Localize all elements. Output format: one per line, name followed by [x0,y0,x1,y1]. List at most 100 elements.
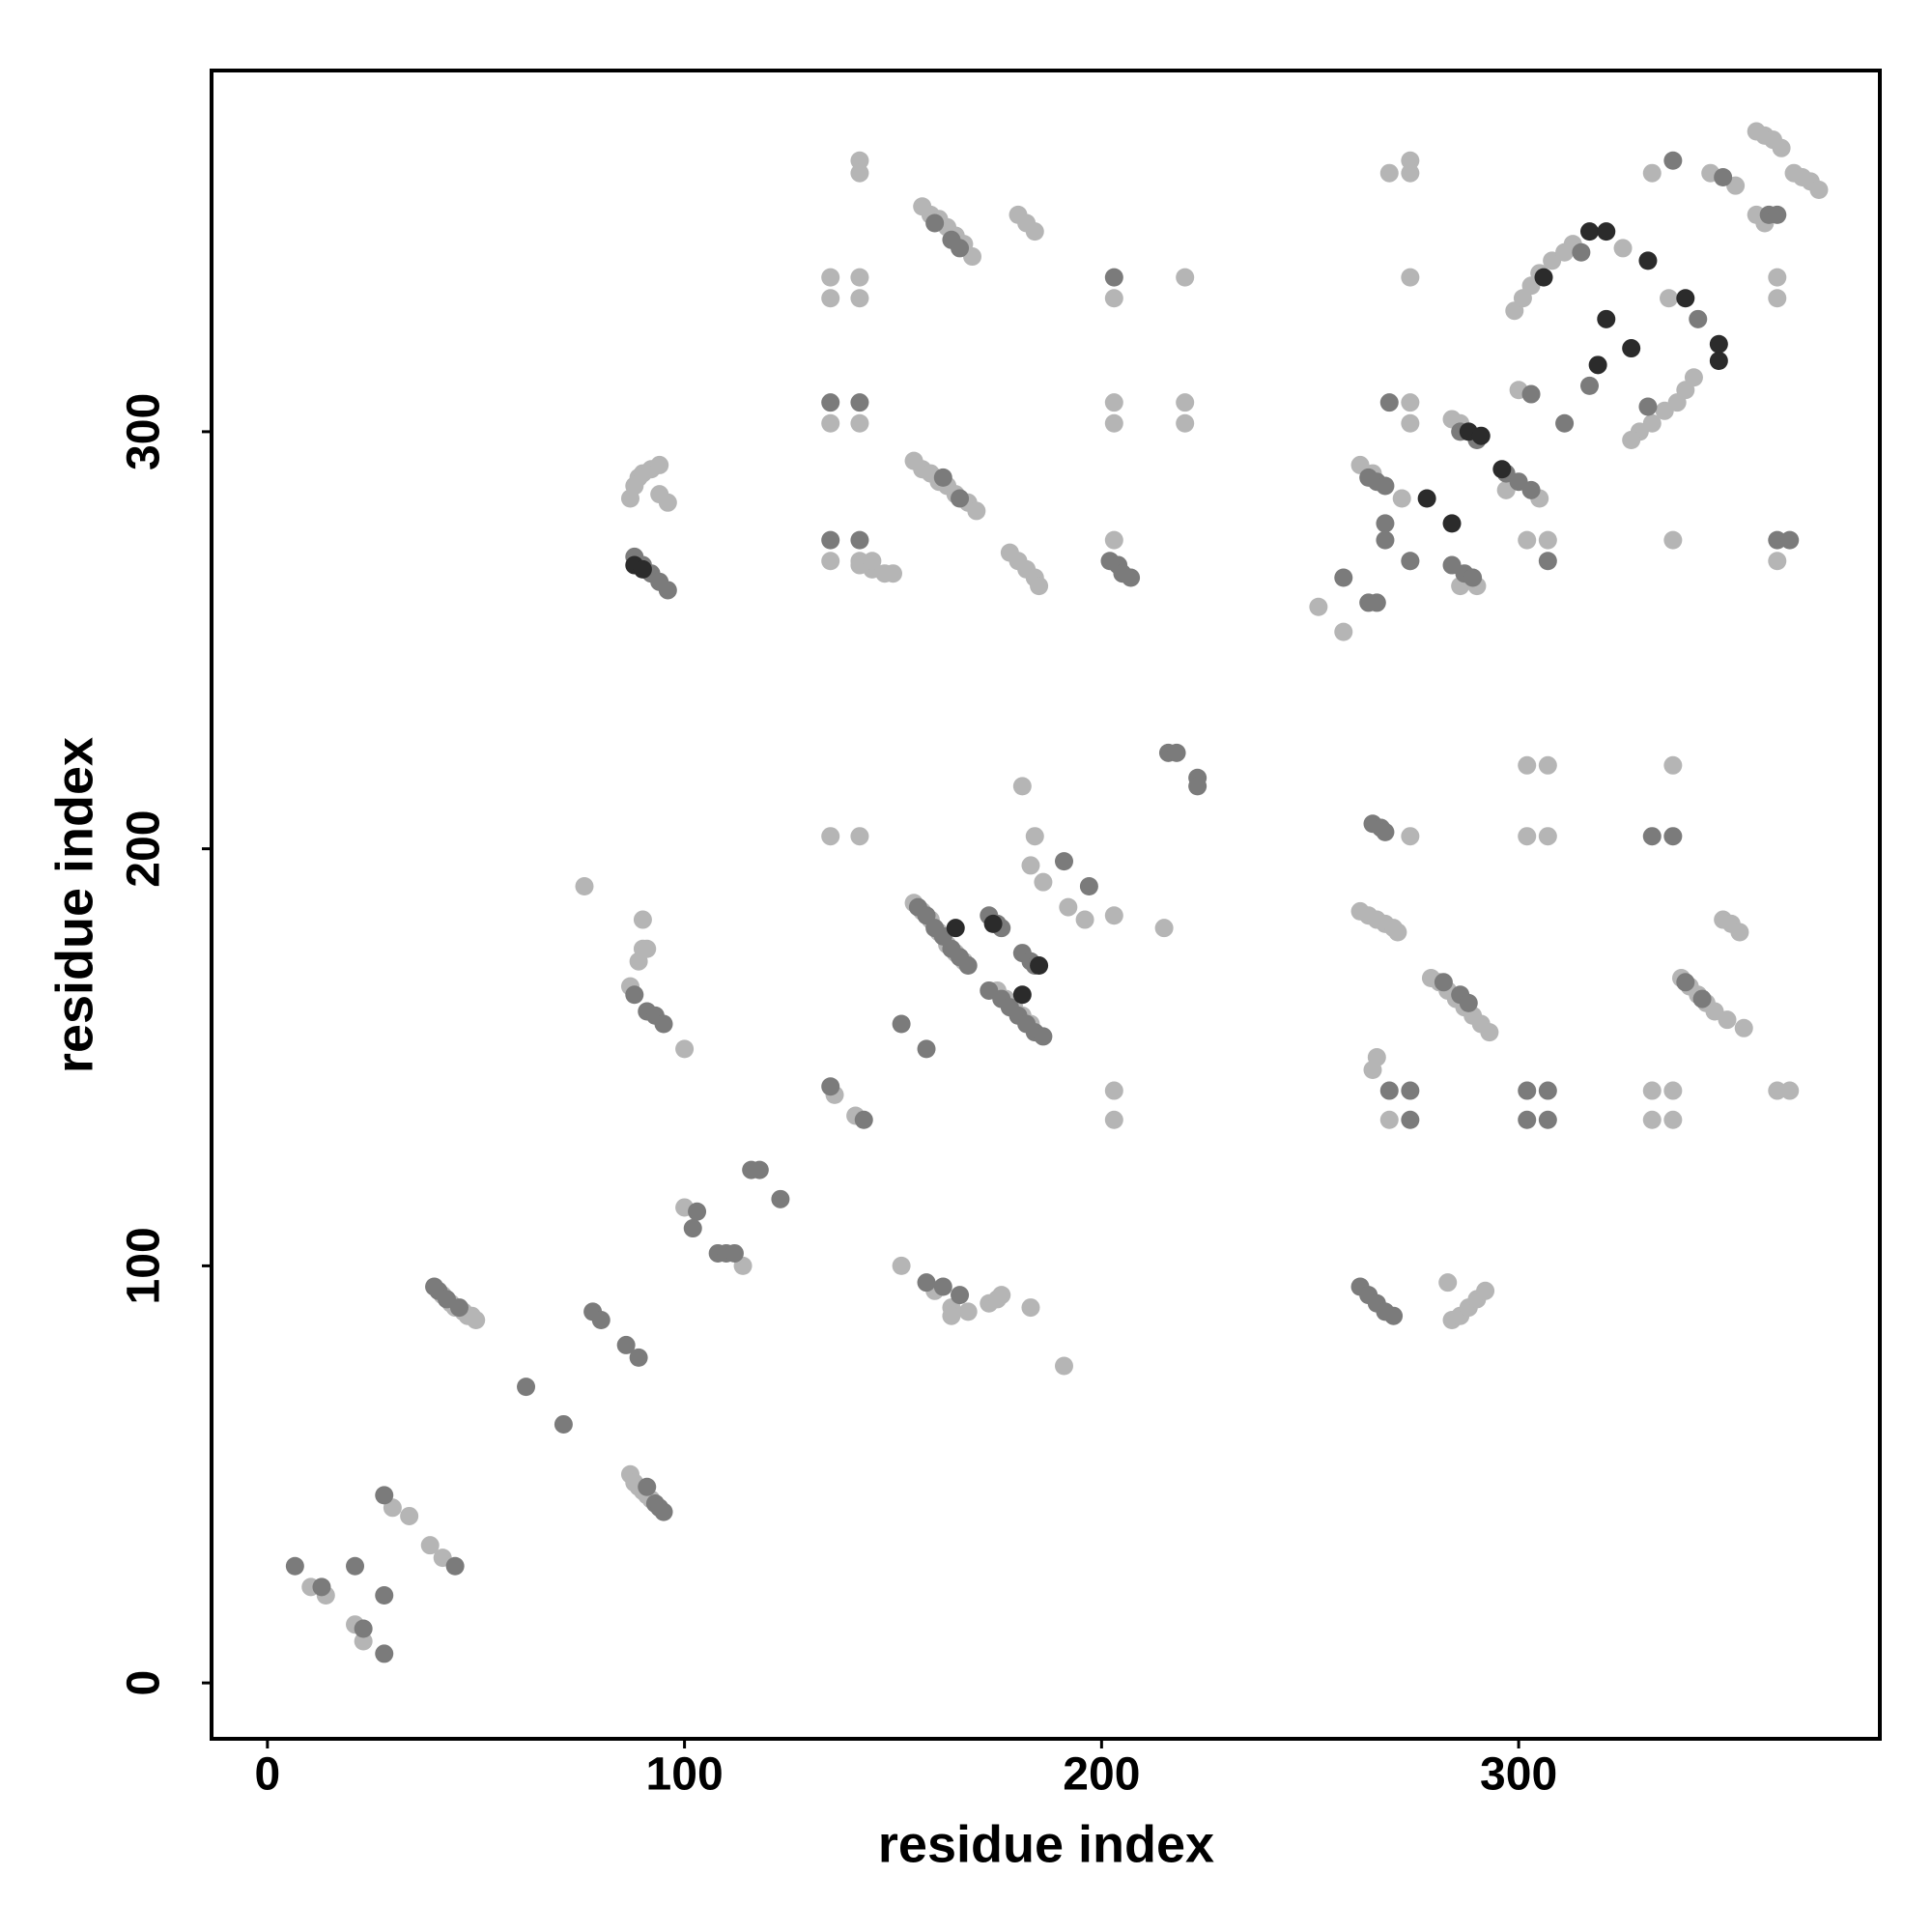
point [1176,413,1195,433]
point [654,1502,673,1521]
x-tick-label: 200 [1063,1749,1140,1801]
point [1392,489,1411,508]
point [883,564,902,583]
point [633,559,652,579]
point [1521,384,1541,404]
x-tick-label: 300 [1480,1749,1557,1801]
point [1660,289,1679,308]
point [1021,1298,1040,1318]
point [1388,923,1407,942]
point [967,501,986,521]
point [821,552,840,571]
point [625,985,644,1005]
point [1434,973,1453,992]
point [1309,597,1328,616]
point [375,1585,394,1605]
x-tick-label: 0 [255,1749,281,1801]
point [1104,393,1123,412]
point [467,1311,486,1330]
point [863,552,882,571]
point [400,1506,419,1525]
point [1580,376,1600,395]
point [1534,268,1553,287]
point [1471,426,1491,445]
plot-frame [210,69,1882,1741]
point [1054,852,1073,871]
point [1492,460,1512,479]
point [1622,339,1641,358]
point [854,1110,873,1129]
point [1079,877,1098,896]
y-axis-title: residue index [45,737,103,1073]
point [933,1277,952,1296]
point [1597,222,1616,242]
point [1642,1081,1662,1100]
point [892,1014,911,1034]
x-axis-title: residue index [878,1815,1214,1873]
point [1809,180,1829,199]
point [1622,431,1641,450]
point [1730,923,1749,942]
x-tick-label: 100 [646,1749,724,1801]
point [1379,163,1399,183]
point [1718,1010,1737,1030]
point [951,489,970,508]
point [1663,530,1683,550]
point [1518,1081,1537,1100]
point [554,1414,573,1434]
point [1417,489,1436,508]
point [1379,1110,1399,1129]
point [1334,568,1353,587]
point [1518,755,1537,775]
point [1025,222,1044,242]
point [1714,168,1733,187]
point [1104,289,1123,308]
point [917,1273,936,1293]
point [1104,1081,1123,1100]
point [1689,309,1708,328]
point [1638,397,1658,416]
point [1518,1110,1537,1129]
point [688,1202,707,1221]
point [1780,530,1800,550]
point [821,413,840,433]
point [917,1039,936,1059]
point [420,1536,440,1555]
point [821,268,840,287]
point [354,1619,373,1638]
point [933,468,952,487]
point [850,268,869,287]
point [1768,268,1787,287]
point [850,163,869,183]
point [1034,872,1053,892]
point [1384,1306,1404,1325]
point [1692,989,1712,1009]
point [821,1077,840,1096]
point [1104,413,1123,433]
point [821,827,840,846]
point [1012,777,1032,796]
point [445,1556,465,1576]
point [1176,268,1195,287]
point [1104,268,1123,287]
point [1663,1081,1683,1100]
point [1376,476,1395,496]
point [375,1486,394,1505]
point [1538,755,1557,775]
point [1030,956,1049,976]
point [285,1556,304,1576]
point [1104,530,1123,550]
point [1030,577,1049,596]
point [1642,163,1662,183]
point [771,1189,790,1208]
point [1367,593,1386,612]
point [1054,1356,1073,1376]
point [1021,856,1040,875]
point [1154,919,1174,938]
point [638,1477,657,1496]
point [629,1348,648,1367]
point [1104,1110,1123,1129]
point [1075,910,1094,929]
point [633,910,652,929]
point [750,1160,769,1179]
